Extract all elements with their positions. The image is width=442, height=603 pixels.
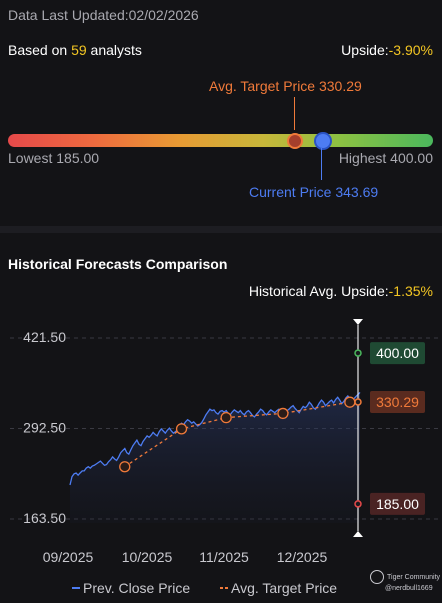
y-tick-label: 163.50: [23, 510, 66, 526]
prev-close-line: [69, 391, 361, 486]
legend-avg-target-label: Avg. Target Price: [231, 580, 337, 596]
avg-target-point: [277, 407, 289, 420]
historical-upside: Historical Avg. Upside:-1.35%: [249, 283, 433, 299]
based-on-prefix: Based on: [8, 42, 68, 58]
avg-badge: [370, 390, 425, 413]
watermark-user: @nerdbull1669: [385, 585, 433, 592]
high-marker: [354, 349, 362, 357]
low-badge: [370, 492, 425, 515]
last-updated-label: Data Last Updated:: [8, 7, 129, 23]
x-tick-label: 10/2025: [122, 549, 173, 565]
upside-value: -3.90%: [388, 42, 433, 58]
range-axis-bottom-arrow-icon: [353, 531, 363, 537]
analyst-count: 59: [71, 42, 87, 58]
low-badge-text: 185.00: [376, 496, 419, 512]
high-badge: [370, 342, 425, 365]
highest-label: Highest 400.00: [338, 150, 433, 166]
watermark-brand: Tiger Community: [387, 573, 441, 581]
section-divider: [0, 226, 442, 233]
avg-target-point: [344, 396, 356, 408]
current-price-label: Current Price 343.69: [249, 184, 379, 200]
historical-title: Historical Forecasts Comparison: [8, 256, 228, 272]
historical-upside-value: -1.35%: [388, 283, 433, 299]
tiger-logo-icon: [370, 570, 384, 584]
price-area: [70, 392, 360, 523]
watermark: Tiger Community @nerdbull1669: [370, 570, 440, 593]
legend-prev-close-label: Prev. Close Price: [83, 580, 190, 596]
last-updated: Data Last Updated:02/02/2026: [8, 7, 199, 23]
x-tick-label: 11/2025: [199, 549, 249, 565]
avg-target-marker: [287, 133, 303, 149]
range-gradient-bar: [8, 134, 433, 147]
based-on-suffix: analysts: [90, 42, 142, 58]
low-marker: [354, 500, 362, 508]
lowest-label: Lowest 185.00: [8, 150, 100, 166]
x-tick-label: 09/2025: [43, 549, 94, 565]
historical-upside-label: Historical Avg. Upside:: [248, 283, 389, 299]
avg-target-point: [220, 411, 232, 424]
current-price-connector: [321, 148, 322, 180]
y-tick-label: 421.50: [23, 329, 66, 345]
upside-summary: Upside:-3.90%: [341, 42, 433, 58]
avg-marker: [354, 398, 362, 406]
range-axis-top-arrow-icon: [353, 319, 363, 325]
high-badge-text: 400.00: [376, 345, 419, 361]
y-tick-label: 292.50: [23, 420, 66, 436]
avg-target-point: [175, 423, 188, 435]
last-updated-value: 02/02/2026: [128, 7, 199, 23]
x-tick-label: 12/2025: [277, 549, 328, 565]
upside-label: Upside:: [341, 42, 389, 58]
analyst-count-line: Based on 59 analysts: [8, 42, 142, 58]
avg-target-connector: [294, 97, 295, 130]
avg-target-point: [119, 461, 131, 473]
forecast-chart: 421.50 292.50 163.50 400.00 330.29 185.00 09…: [10, 319, 438, 596]
avg-badge-text: 330.29: [376, 394, 419, 410]
avg-target-label: Avg. Target Price 330.29: [209, 78, 362, 94]
current-price-marker: [314, 132, 332, 150]
